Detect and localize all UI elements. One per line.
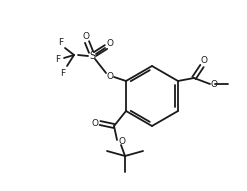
- Text: S: S: [89, 51, 95, 61]
- Text: O: O: [106, 71, 114, 80]
- Text: O: O: [210, 79, 217, 88]
- Text: F: F: [61, 69, 66, 78]
- Text: O: O: [82, 32, 89, 40]
- Text: F: F: [59, 37, 63, 46]
- Text: O: O: [92, 118, 99, 128]
- Text: O: O: [119, 138, 125, 146]
- Text: F: F: [56, 54, 61, 63]
- Text: O: O: [201, 56, 207, 65]
- Text: O: O: [106, 39, 114, 48]
